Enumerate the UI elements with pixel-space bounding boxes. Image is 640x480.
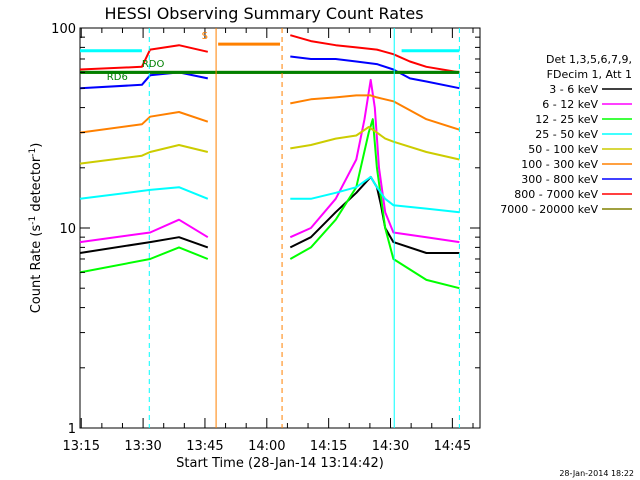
y-axis-label-main: Count Rate (s [29,225,44,314]
legend-label-2: 12 - 25 keV [535,113,598,126]
x-axis: 13:15 13:30 13:45 14:00 14:15 14:30 14:45 [63,28,474,454]
series-line-2 [79,118,460,290]
x-tick-label-6: 14:45 [434,439,471,454]
series-line-5 [79,94,460,134]
legend-entries: 3 - 6 keV 6 - 12 keV 12 - 25 keV 25 - 50 ke… [500,83,632,216]
y-tick-label-1: 10 [59,222,76,237]
y-axis-label-tail: detector [29,156,44,216]
legend-label-8: 7000 - 20000 keV [500,203,598,216]
marker-layer [148,28,460,428]
y-axis-label-sup2: -1 [28,148,38,157]
series-line-4 [79,126,460,165]
x-tick-label-0: 13:15 [63,439,100,454]
x-tick-label-1: 13:30 [124,439,161,454]
y-axis-label-end: ) [29,143,44,148]
x-tick-label-5: 14:30 [372,439,409,454]
x-tick-label-2: 13:45 [186,439,223,454]
series-line-6 [79,55,460,90]
y-axis-label: Count Rate (s-1 detector-1) [28,143,44,314]
legend-label-3: 25 - 50 keV [535,128,598,141]
x-axis-label: Start Time (28-Jan-14 13:14:42) [176,456,384,471]
chart-title: HESSI Observing Summary Count Rates [104,4,423,23]
y-axis-label-sup: -1 [28,216,38,225]
legend-header-2: FDecim 1, Att 1 [547,68,632,81]
legend-label-1: 6 - 12 keV [542,98,598,111]
series-layer [79,34,460,290]
annotation-1: RDO [142,59,165,70]
legend-header-1: Det 1,3,5,6,7,9, [546,53,632,66]
legend-label-7: 800 - 7000 keV [514,188,598,201]
footer-date: 28-Jan-2014 18:22 [559,469,634,478]
y-tick-label-2: 100 [51,22,76,37]
series-line-0 [79,175,460,254]
legend-label-4: 50 - 100 keV [528,143,598,156]
series-line-3 [79,175,460,214]
series-line-1 [79,78,460,244]
legend-label-0: 3 - 6 keV [549,83,598,96]
legend-label-6: 300 - 800 keV [521,173,598,186]
y-axis: 1 10 100 [51,22,480,437]
x-tick-label-3: 14:00 [248,439,285,454]
legend-label-5: 100 - 300 keV [521,158,598,171]
annotation-2: RD6 [107,72,128,83]
annotation-0: S [202,31,208,42]
legend: Det 1,3,5,6,7,9, FDecim 1, Att 1 3 - 6 k… [500,53,632,216]
y-tick-label-0: 1 [68,422,76,437]
plot-frame [79,27,481,429]
annotations: S RDO RD6 [107,31,208,83]
series-line-7 [79,34,460,74]
x-tick-label-4: 14:15 [310,439,347,454]
